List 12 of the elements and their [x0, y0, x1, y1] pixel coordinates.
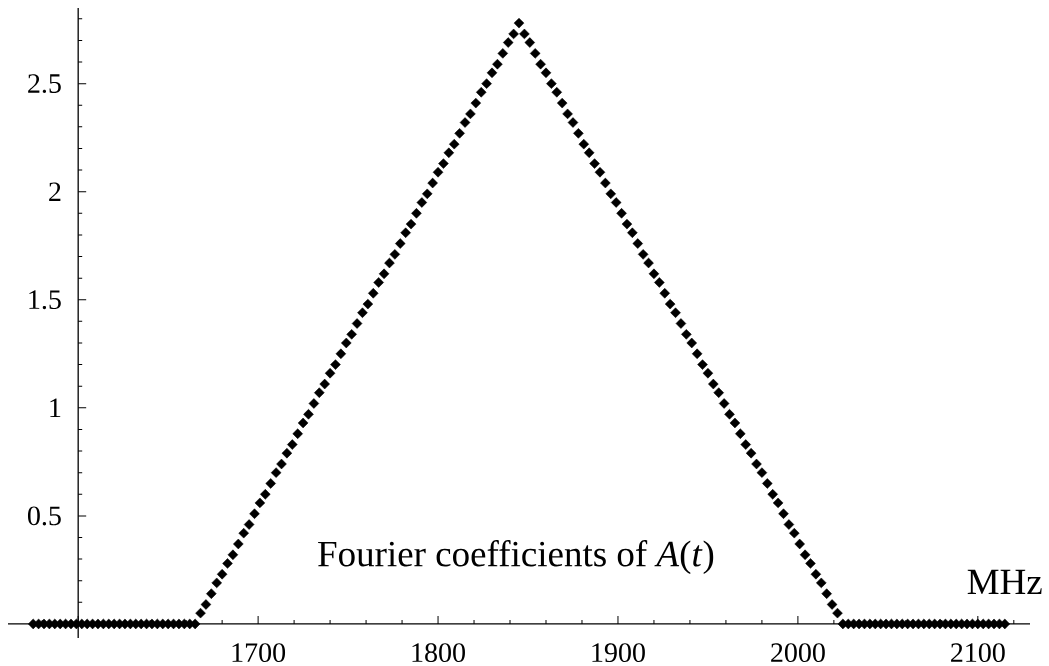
x-tick-label: 1900 [592, 643, 645, 663]
x-tick-label: 2100 [951, 643, 1005, 663]
y-tick-label: 2 [49, 182, 61, 201]
x-tick-label: 1800 [412, 643, 465, 663]
x-axis-title: MHz [967, 569, 1042, 595]
x-tick-label: 2000 [771, 643, 825, 663]
y-tick-label: 1 [50, 398, 61, 418]
y-tick-label: 0.5 [27, 506, 61, 526]
annotation: Fourier coefficients of A(t) [318, 540, 714, 575]
y-tick-label: 1.5 [29, 290, 61, 310]
x-tick-label: 1700 [232, 643, 286, 663]
y-tick-label: 2.5 [28, 74, 61, 94]
